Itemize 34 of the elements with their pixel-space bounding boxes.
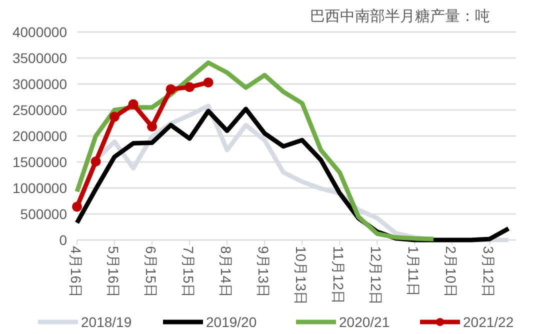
chart-title: 巴西中南部半月糖产量：吨 xyxy=(310,8,490,25)
point xyxy=(147,122,158,132)
x-tick-label: 9月13日 xyxy=(256,246,272,298)
x-tick-label: 6月15日 xyxy=(143,246,160,298)
legend-label: 2019/20 xyxy=(206,314,257,330)
x-tick-label: 10月13日 xyxy=(293,246,310,306)
y-tick-label: 2500000 xyxy=(12,102,68,118)
point xyxy=(166,84,176,94)
x-tick-label: 12月12日 xyxy=(368,246,384,306)
y-tick-label: 3500000 xyxy=(12,50,68,66)
legend-label: 2020/21 xyxy=(339,314,390,330)
legend-label: 2021/22 xyxy=(463,314,514,330)
point xyxy=(72,202,82,212)
y-tick-label: 2000000 xyxy=(12,128,68,144)
point xyxy=(184,82,195,92)
legend-label: 2018/19 xyxy=(81,314,132,330)
y-tick-label: 1500000 xyxy=(12,154,68,170)
y-tick-label: 3000000 xyxy=(12,76,68,92)
x-tick-label: 8月14日 xyxy=(218,246,234,298)
x-tick-label: 5月16日 xyxy=(106,246,122,298)
x-tick-label: 2月10日 xyxy=(443,246,460,298)
x-tick-label: 1月11日 xyxy=(406,246,422,296)
x-tick-label: 4月16日 xyxy=(68,246,84,298)
point xyxy=(110,112,120,122)
x-tick-label: 11月12日 xyxy=(330,246,347,304)
y-tick-label: 4000000 xyxy=(12,24,68,40)
y-tick-label: 1000000 xyxy=(12,180,68,196)
point xyxy=(203,77,214,88)
y-tick-label: 0 xyxy=(59,232,68,248)
point xyxy=(128,99,138,110)
point xyxy=(90,156,101,166)
x-tick-label: 3月12日 xyxy=(480,246,497,298)
x-tick-label: 7月15日 xyxy=(180,246,197,298)
y-tick-label: 500000 xyxy=(20,206,68,222)
